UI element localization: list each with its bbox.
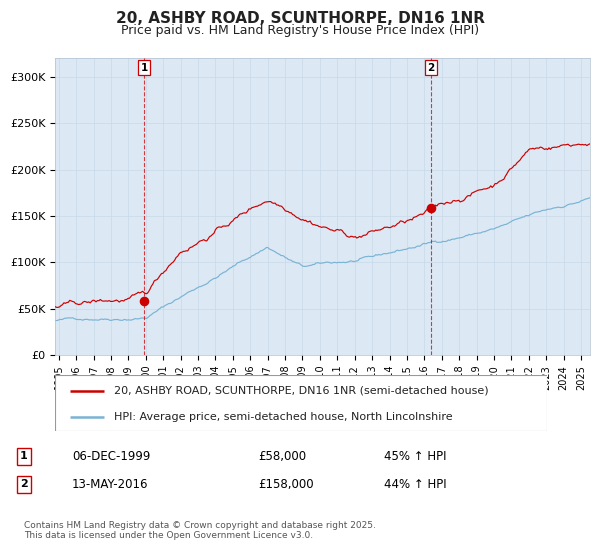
Text: HPI: Average price, semi-detached house, North Lincolnshire: HPI: Average price, semi-detached house,… <box>114 412 453 422</box>
Text: £158,000: £158,000 <box>258 478 314 491</box>
Text: £58,000: £58,000 <box>258 450 306 463</box>
Text: 20, ASHBY ROAD, SCUNTHORPE, DN16 1NR (semi-detached house): 20, ASHBY ROAD, SCUNTHORPE, DN16 1NR (se… <box>114 386 489 396</box>
Text: 2: 2 <box>20 479 28 489</box>
Text: 1: 1 <box>20 451 28 461</box>
Text: Price paid vs. HM Land Registry's House Price Index (HPI): Price paid vs. HM Land Registry's House … <box>121 24 479 36</box>
Text: 45% ↑ HPI: 45% ↑ HPI <box>384 450 446 463</box>
Text: 44% ↑ HPI: 44% ↑ HPI <box>384 478 446 491</box>
Point <box>426 204 436 213</box>
Text: 20, ASHBY ROAD, SCUNTHORPE, DN16 1NR: 20, ASHBY ROAD, SCUNTHORPE, DN16 1NR <box>115 11 485 26</box>
Point <box>139 297 149 306</box>
Text: 2: 2 <box>427 63 434 73</box>
Text: 1: 1 <box>140 63 148 73</box>
Text: 06-DEC-1999: 06-DEC-1999 <box>72 450 151 463</box>
Text: Contains HM Land Registry data © Crown copyright and database right 2025.
This d: Contains HM Land Registry data © Crown c… <box>24 521 376 540</box>
Text: 13-MAY-2016: 13-MAY-2016 <box>72 478 149 491</box>
